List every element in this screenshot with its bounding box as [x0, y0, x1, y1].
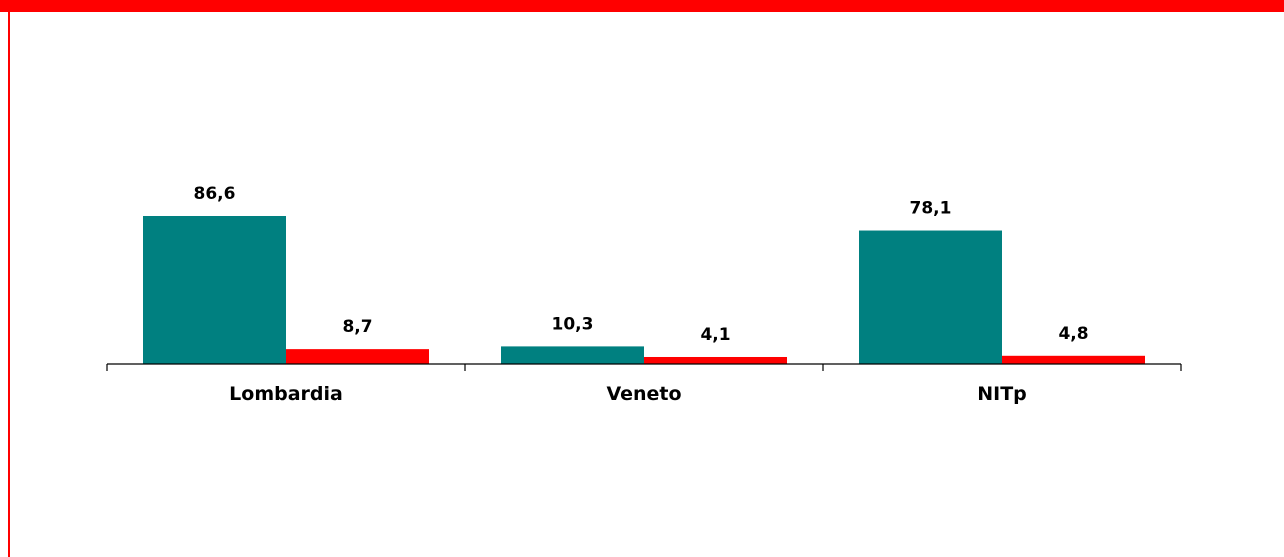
category-label-nitp: NITp [977, 383, 1027, 405]
data-label: 8,7 [342, 317, 372, 337]
bar-nitp-series-1 [859, 230, 1002, 364]
bar-veneto-series-1 [501, 346, 644, 364]
left-frame-rule [8, 0, 10, 557]
value-labels: 86,6 8,7 10,3 4,1 78,1 4,8 [194, 184, 1089, 345]
data-label: 86,6 [194, 184, 236, 204]
top-frame-bar [0, 0, 1284, 12]
bar-nitp-series-2 [1002, 355, 1145, 364]
bar-lombardia-series-2 [286, 349, 429, 364]
category-labels: Lombardia Veneto NITp [229, 383, 1027, 405]
x-axis-ticks [106, 364, 1182, 371]
data-label: 4,1 [700, 325, 730, 345]
category-label-veneto: Veneto [606, 383, 681, 405]
bars-group [143, 216, 1145, 364]
category-label-lombardia: Lombardia [229, 383, 343, 405]
data-label: 4,8 [1058, 324, 1088, 344]
bar-lombardia-series-1 [143, 216, 286, 364]
data-label: 10,3 [552, 314, 594, 334]
data-label: 78,1 [910, 199, 952, 219]
bar-veneto-series-2 [644, 356, 787, 364]
